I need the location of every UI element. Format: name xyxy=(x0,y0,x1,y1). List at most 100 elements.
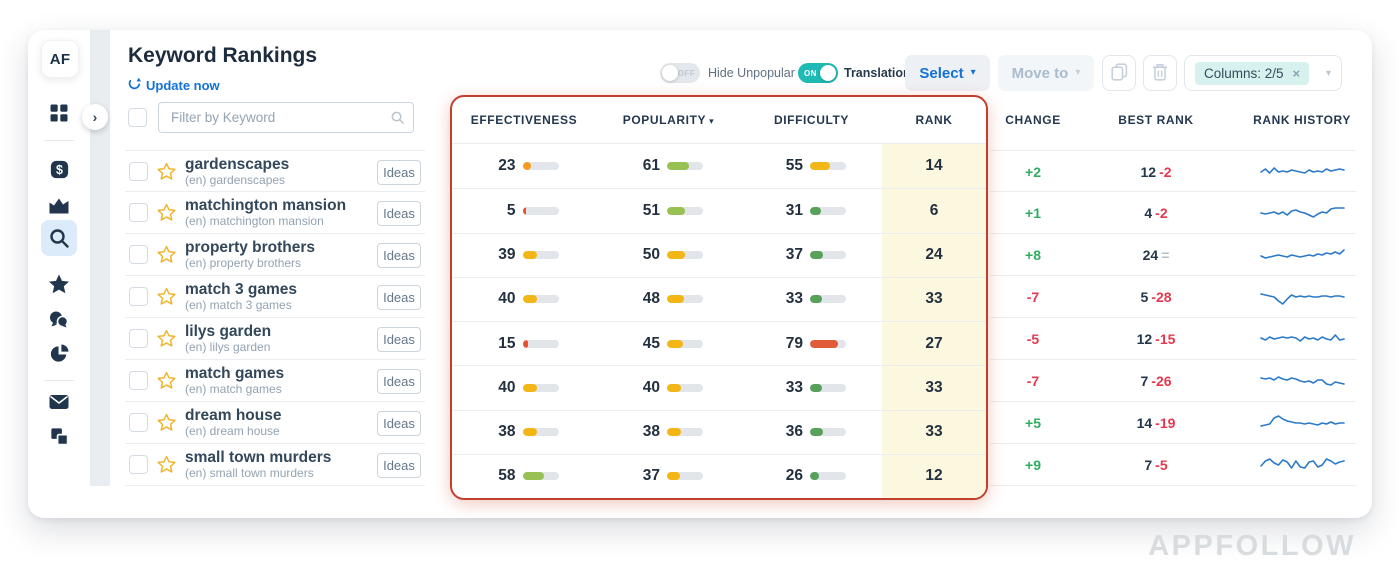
metric-bar-fill xyxy=(810,162,830,171)
clear-icon[interactable]: × xyxy=(1292,65,1301,81)
metric-bar-track xyxy=(810,295,846,304)
toggle-knob xyxy=(820,65,836,81)
popularity-cell-value: 37 xyxy=(642,467,660,485)
best-rank-value: 12 xyxy=(1136,331,1153,347)
rank-details-row: -7 7 -26 xyxy=(990,360,1356,402)
rank-value: 27 xyxy=(925,334,943,352)
favorite-star-icon[interactable] xyxy=(156,412,177,438)
row-checkbox[interactable] xyxy=(129,245,148,264)
change-value: -7 xyxy=(1026,289,1040,305)
ideas-button[interactable]: Ideas xyxy=(377,201,421,226)
integrations-icon[interactable] xyxy=(28,425,90,448)
metrics-row: 5 51 31 6 xyxy=(452,188,986,233)
search-icon[interactable] xyxy=(28,226,90,250)
expand-sidebar-button[interactable]: › xyxy=(82,104,108,130)
row-checkbox[interactable] xyxy=(129,413,148,432)
row-checkbox[interactable] xyxy=(129,162,148,181)
sidebar-divider xyxy=(44,140,74,141)
reviews-icon[interactable] xyxy=(28,308,90,332)
row-checkbox[interactable] xyxy=(129,455,148,474)
ideas-button[interactable]: Ideas xyxy=(377,160,421,185)
column-header-change[interactable]: CHANGE xyxy=(1005,113,1061,127)
favorite-star-icon[interactable] xyxy=(156,244,177,270)
row-checkbox[interactable] xyxy=(129,287,148,306)
popularity-cell: 45 xyxy=(596,321,741,365)
favorite-star-icon[interactable] xyxy=(156,328,177,354)
popularity-cell-value: 45 xyxy=(642,334,660,352)
select-dropdown-button[interactable]: Select ▾ xyxy=(905,55,990,91)
effectiveness-cell-value: 23 xyxy=(498,157,516,175)
ideas-button[interactable]: Ideas xyxy=(377,327,421,352)
columns-chip: Columns: 2/5 × xyxy=(1195,61,1310,85)
rank-details-row: +1 4 -2 xyxy=(990,192,1356,234)
mail-icon[interactable] xyxy=(28,390,90,414)
grid-icon[interactable] xyxy=(28,101,90,125)
difficulty-cell: 26 xyxy=(741,453,882,498)
column-header-rank-history[interactable]: RANK HISTORY xyxy=(1253,113,1351,127)
highlighted-columns-panel: EFFECTIVENESS POPULARITY ▾ DIFFICULTY RAN… xyxy=(450,95,988,500)
ideas-button[interactable]: Ideas xyxy=(377,453,421,478)
active-nav-highlight xyxy=(41,220,77,256)
keyword-name: match games xyxy=(185,365,285,382)
row-checkbox[interactable] xyxy=(129,203,148,222)
difficulty-cell: 31 xyxy=(741,188,882,232)
rank-history-sparkline xyxy=(1260,284,1345,310)
column-header-rank[interactable]: RANK xyxy=(915,113,953,127)
ideas-button[interactable]: Ideas xyxy=(377,411,421,436)
column-header-best-rank[interactable]: BEST RANK xyxy=(1118,113,1194,127)
columns-dropdown[interactable]: Columns: 2/5 × ▾ xyxy=(1184,55,1342,91)
favorite-star-icon[interactable] xyxy=(156,370,177,396)
select-all-checkbox[interactable] xyxy=(128,108,147,127)
copy-button[interactable] xyxy=(1102,55,1136,91)
revenue-icon[interactable]: $ xyxy=(28,158,90,181)
favorite-star-icon[interactable] xyxy=(156,454,177,480)
favorite-star-icon[interactable] xyxy=(156,286,177,312)
favorite-star-icon[interactable] xyxy=(156,202,177,228)
move-to-dropdown-button[interactable]: Move to ▾ xyxy=(998,55,1094,91)
ideas-button[interactable]: Ideas xyxy=(377,243,421,268)
keyword-row: match games (en) match games Ideas xyxy=(125,360,425,402)
popularity-cell: 38 xyxy=(596,409,741,454)
translation-toggle[interactable]: ON xyxy=(798,63,838,83)
keyword-list: gardenscapes (en) gardenscapes Ideas matchi… xyxy=(125,150,425,486)
metric-bar-track xyxy=(667,206,703,215)
keyword-text: gardenscapes (en) gardenscapes xyxy=(185,156,289,187)
difficulty-cell: 33 xyxy=(741,365,882,409)
filter-input[interactable] xyxy=(158,102,414,133)
difficulty-cell: 37 xyxy=(741,232,882,277)
chart-icon[interactable] xyxy=(28,193,90,217)
column-header-effectiveness[interactable]: EFFECTIVENESS xyxy=(470,113,578,127)
rank-details-row: +8 24 = xyxy=(990,234,1356,276)
rank-value: 33 xyxy=(925,290,943,308)
metric-bar-track xyxy=(522,162,559,171)
metrics-row: 58 37 26 12 xyxy=(452,453,986,498)
ideas-button[interactable]: Ideas xyxy=(377,285,421,310)
favorite-star-icon[interactable] xyxy=(156,161,177,187)
ideas-button[interactable]: Ideas xyxy=(377,369,421,394)
row-checkbox[interactable] xyxy=(129,329,148,348)
row-checkbox[interactable] xyxy=(129,371,148,390)
hide-unpopular-toggle[interactable]: OFF xyxy=(660,63,700,83)
keyword-name: small town murders xyxy=(185,449,332,466)
column-header-difficulty[interactable]: DIFFICULTY xyxy=(773,113,850,127)
metric-bar-fill xyxy=(522,428,537,437)
keyword-row: property brothers (en) property brothers I… xyxy=(125,234,425,276)
best-rank-value: 12 xyxy=(1140,164,1157,180)
column-header-popularity[interactable]: POPULARITY ▾ xyxy=(622,113,715,127)
delete-button[interactable] xyxy=(1143,55,1177,91)
keyword-translation: (en) matchington mansion xyxy=(185,214,324,228)
app-logo: AF xyxy=(41,40,79,78)
rank-cell: 33 xyxy=(882,409,986,454)
keyword-text: matchington mansion (en) matchington mans… xyxy=(185,197,346,228)
metric-bar-track xyxy=(522,428,559,437)
rank-details-list: +2 12 -2 +1 4 -2 +8 24 = -7 5 -28 -5 12 -15 -7 7 -26 +5 14-… xyxy=(990,150,1356,486)
keyword-text: property brothers (en) property brothers xyxy=(185,239,315,270)
metrics-row: 15 45 79 27 xyxy=(452,321,986,366)
difficulty-cell: 33 xyxy=(741,276,882,321)
star-icon[interactable] xyxy=(28,272,90,296)
pie-icon[interactable] xyxy=(28,342,90,365)
difficulty-cell-value: 26 xyxy=(785,467,803,485)
effectiveness-cell: 40 xyxy=(452,276,596,321)
rank-cell: 6 xyxy=(882,188,986,233)
update-now-link[interactable]: Update now xyxy=(128,77,220,93)
